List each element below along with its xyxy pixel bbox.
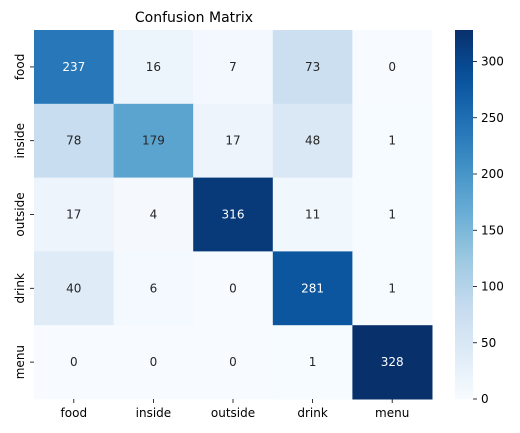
x-tick-label-outside: outside: [211, 406, 255, 420]
cell-value-label: 1: [309, 355, 317, 369]
cell-value-label: 16: [146, 60, 161, 74]
cell-value-label: 11: [305, 208, 320, 222]
cell-value-label: 237: [62, 60, 85, 74]
cell-value-label: 281: [301, 281, 324, 295]
cell-value-label: 17: [225, 134, 240, 148]
cell-value-label: 179: [142, 134, 165, 148]
chart-title: Confusion Matrix: [135, 10, 253, 26]
cell-value-label: 0: [229, 355, 237, 369]
cell-value-label: 4: [150, 208, 158, 222]
cell-value-label: 7: [229, 60, 237, 74]
cell-value-label: 6: [150, 281, 158, 295]
colorbar: 0 50 100 150 200 250 300: [455, 30, 504, 406]
cell-value-label: 328: [381, 355, 404, 369]
colorbar-tick-label: 0: [481, 392, 489, 406]
x-tick-label-inside: inside: [136, 406, 172, 420]
y-tick-label-food: food: [13, 54, 27, 81]
colorbar-tick-label: 300: [481, 55, 504, 69]
cell-value-label: 0: [388, 60, 396, 74]
colorbar-tick-label: 100: [481, 280, 504, 294]
y-axis: food inside outside drink menu: [13, 54, 34, 380]
y-tick-label-inside: inside: [13, 123, 27, 159]
cell-value-label: 0: [150, 355, 158, 369]
x-tick-label-food: food: [61, 406, 88, 420]
cell-value-label: 17: [66, 208, 81, 222]
cell-value-label: 73: [305, 60, 320, 74]
cell-value-label: 1: [388, 134, 396, 148]
cell-value-label: 1: [388, 208, 396, 222]
x-tick-label-menu: menu: [375, 406, 409, 420]
cell-value-label: 48: [305, 134, 320, 148]
cell-value-label: 1: [388, 281, 396, 295]
y-tick-label-menu: menu: [13, 345, 27, 379]
colorbar-gradient: [455, 30, 473, 399]
x-tick-label-drink: drink: [297, 406, 327, 420]
cell-value-label: 316: [222, 208, 245, 222]
cell-value-label: 0: [229, 281, 237, 295]
x-axis: food inside outside drink menu: [61, 399, 410, 420]
cell-value-label: 0: [70, 355, 78, 369]
y-tick-label-drink: drink: [13, 273, 27, 303]
colorbar-tick-label: 50: [481, 336, 496, 350]
cell-value-label: 78: [66, 134, 81, 148]
y-tick-label-outside: outside: [13, 192, 27, 236]
cell-value-label: 40: [66, 281, 81, 295]
colorbar-tick-label: 250: [481, 111, 504, 125]
colorbar-tick-label: 150: [481, 223, 504, 237]
colorbar-tick-label: 200: [481, 167, 504, 181]
